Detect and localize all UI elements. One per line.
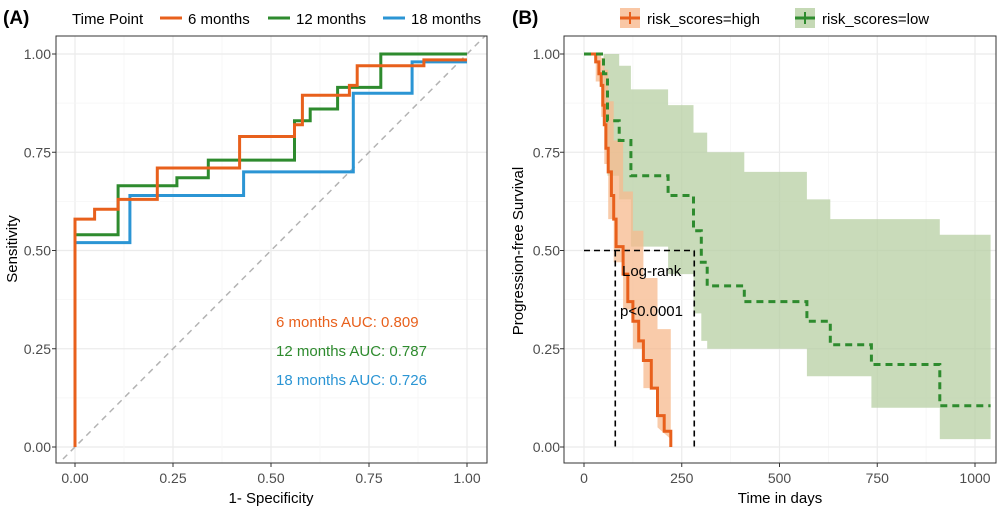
y-axis-title-b: Progression-free Survival [510,167,527,335]
legend-title-a: Time Point [72,11,144,28]
roc-line-6-months [73,58,467,447]
legend-label: risk_scores=low [822,11,929,28]
km-line-risk-scores-low [584,52,991,408]
legend-item: risk_scores=high [620,8,760,28]
legend-label: 12 months [296,11,366,28]
x-tick-label-a: 1.00 [453,470,480,486]
y-tick-label-a: 0.25 [24,341,51,357]
panel-label-b: (B) [512,8,538,29]
survival-series [584,52,991,447]
y-tick-label-a: 0.00 [24,439,51,455]
x-tick-label-a: 0.50 [257,470,284,486]
plot-border-a [55,35,488,464]
survival-panel: (B) risk_scores=high risk_scores=low Log-… [510,8,997,507]
x-tick-label-a: 0.00 [61,470,88,486]
ci-band-risk-scores-high [584,54,671,440]
ticks-a: 0.00 0.00 0.25 0.25 0.50 0.50 0.75 0.75 1.00 1.00 [24,46,481,486]
legend-label: 6 months [188,11,250,28]
roc-panel: (A) Time Point 6 months 12 months 18 month… [3,8,488,507]
grid-a [56,36,487,463]
roc-series [73,52,467,447]
p-value-label: p<0.0001 [620,303,683,320]
auc-label: 12 months AUC: 0.787 [276,343,427,360]
y-tick-label-b: 0.50 [533,243,560,259]
auc-label: 6 months AUC: 0.809 [276,314,419,331]
x-tick-label-b: 750 [866,470,890,486]
y-axis-title-a: Sensitivity [4,215,21,283]
x-tick-label-b: 1000 [959,470,990,486]
legend-b: risk_scores=high risk_scores=low [620,8,929,28]
x-tick-label-b: 0 [580,470,588,486]
panel-label-a: (A) [3,8,29,29]
auc-labels: 6 months AUC: 0.809 12 months AUC: 0.787 1… [276,314,427,389]
legend-label: 18 months [411,11,481,28]
km-line-risk-scores-high [584,52,673,447]
y-tick-label-a: 0.50 [24,243,51,259]
ci-band-risk-scores-low [584,54,991,440]
y-tick-label-b: 0.25 [533,341,560,357]
roc-line-18-months [73,60,467,447]
x-tick-label-b: 500 [768,470,792,486]
legend-a: 6 months 12 months 18 months [160,11,481,28]
confidence-bands [584,54,991,440]
reference-diagonal [62,35,486,460]
logrank-label: Log-rank [622,263,682,280]
x-tick-label-b: 250 [670,470,694,486]
median-lines [584,249,696,447]
y-tick-label-b: 0.00 [533,439,560,455]
y-tick-label-a: 0.75 [24,144,51,160]
y-tick-label-b: 0.75 [533,144,560,160]
x-axis-title-a: 1- Specificity [228,490,314,507]
y-tick-label-b: 1.00 [533,46,560,62]
legend-item: risk_scores=low [795,8,929,28]
plot-border-b [563,35,997,464]
x-tick-label-a: 0.25 [159,470,186,486]
y-tick-label-a: 1.00 [24,46,51,62]
x-axis-title-b: Time in days [738,490,822,507]
x-tick-label-a: 0.75 [355,470,382,486]
legend-label: risk_scores=high [647,11,760,28]
ticks-b: 0 250 500 750 1000 0.00 0.25 0.50 0.75 1.00 [533,46,991,486]
auc-label: 18 months AUC: 0.726 [276,372,427,389]
